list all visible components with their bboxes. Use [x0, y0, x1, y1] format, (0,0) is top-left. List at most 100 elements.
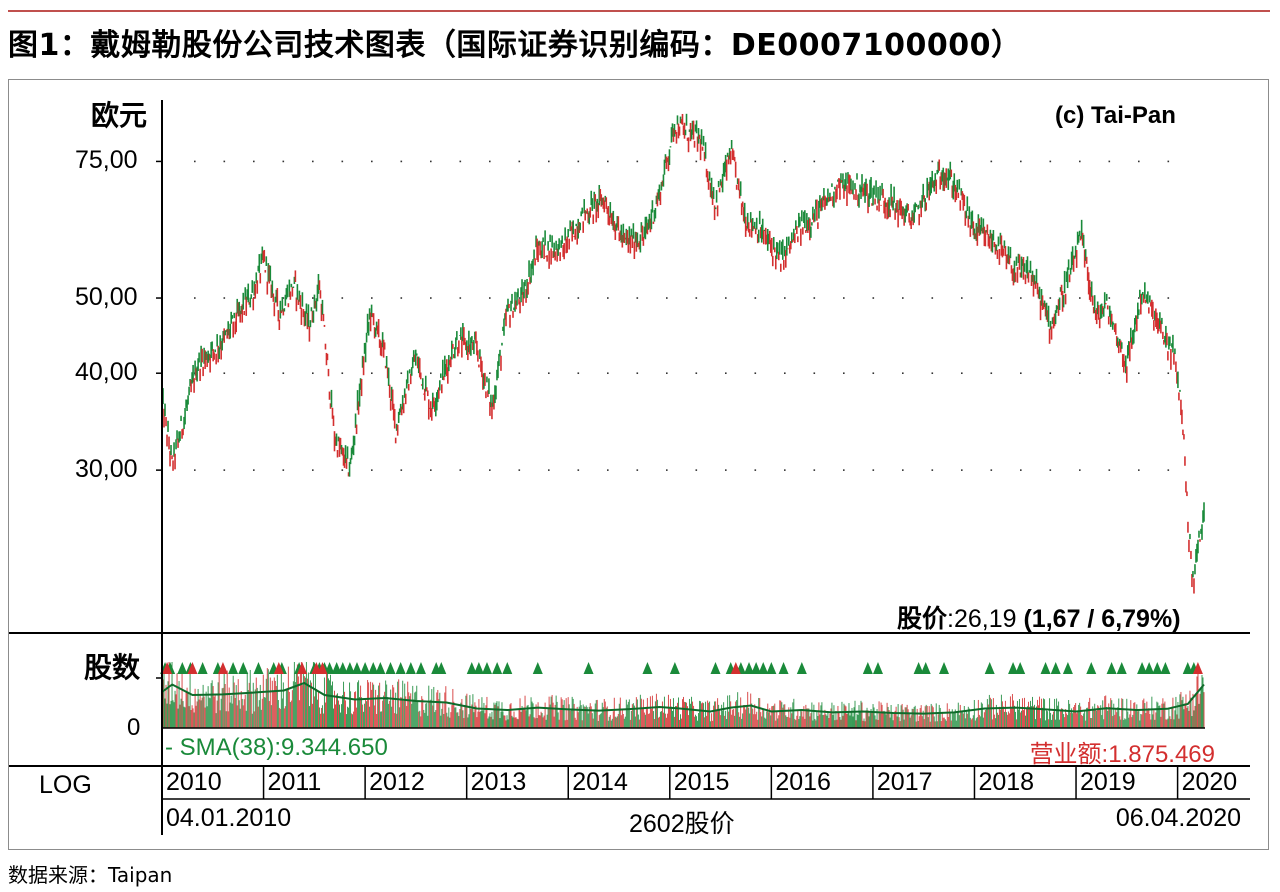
grid-dot — [607, 372, 609, 375]
buy-signal — [481, 662, 492, 674]
sma-line — [161, 681, 1205, 715]
year-label: 2011 — [267, 768, 322, 796]
grid-dot — [931, 160, 934, 163]
grid-dot — [636, 372, 639, 375]
buy-signal — [492, 662, 503, 674]
grid-dot — [784, 372, 786, 375]
grid-dot — [695, 372, 698, 375]
grid-dot — [341, 469, 344, 471]
grid-dot — [312, 297, 314, 299]
buy-signal — [1116, 662, 1127, 674]
chart-frame: 欧元 (c) Tai-Pan 75,00 50,00 40,00 30,00 股价:2… — [8, 79, 1269, 850]
year-label: 2020 — [1181, 768, 1238, 796]
grid-dot — [872, 372, 875, 375]
grid-dot — [1108, 297, 1111, 299]
buy-signal — [436, 662, 447, 674]
grid-dot — [784, 297, 786, 299]
grid-dot — [400, 297, 403, 299]
grid-dot — [371, 372, 373, 375]
grid-dot — [282, 469, 285, 471]
buy-signal — [766, 662, 777, 674]
buy-signal — [669, 662, 680, 674]
grid-dot — [577, 372, 580, 375]
instrument-label: 2602股价 — [629, 810, 735, 838]
grid-dot — [754, 160, 757, 163]
grid-dot — [636, 160, 639, 163]
grid-dot — [872, 297, 875, 299]
grid-dot — [1138, 469, 1140, 471]
buy-signal — [1008, 662, 1019, 674]
grid-dot — [902, 372, 904, 375]
buy-signal — [368, 662, 379, 674]
buy-signal — [1050, 662, 1061, 674]
grid-dot — [1079, 469, 1081, 471]
copyright-label: (c) Tai-Pan — [1055, 102, 1176, 129]
buy-signal — [1015, 662, 1026, 674]
grid-dot — [489, 160, 491, 163]
grid-dot — [1167, 297, 1170, 299]
grid-dot — [990, 160, 993, 163]
grid-dot — [223, 469, 226, 471]
grid-dot — [341, 297, 344, 299]
grid-dot — [459, 297, 462, 299]
buy-signal — [238, 662, 249, 674]
grid-dot — [518, 372, 521, 375]
grid-dot — [577, 160, 580, 163]
grid-dot — [813, 297, 816, 299]
grid-dot — [725, 469, 727, 471]
grid-dot — [312, 469, 314, 471]
grid-dot — [282, 160, 285, 163]
grid-dot — [1167, 469, 1170, 471]
log-scale-label: LOG — [39, 771, 92, 799]
buy-signal — [395, 662, 406, 674]
end-date: 06.04.2020 — [1115, 804, 1241, 832]
grid-dot — [253, 160, 255, 163]
year-label: 2012 — [369, 768, 425, 796]
sell-signal — [317, 662, 328, 674]
grid-dot — [548, 469, 550, 471]
sell-signal — [273, 662, 284, 674]
price-change: (1,67 / 6,79%) — [1023, 605, 1181, 633]
grid-dot — [754, 297, 757, 299]
buy-signal — [228, 662, 239, 674]
title-rule — [8, 10, 1270, 12]
grid-dot — [489, 469, 491, 471]
grid-dot — [194, 469, 196, 471]
turnover-label: 营业额:1.875.469 — [1029, 741, 1215, 768]
sma-label: - SMA(38):9.344.650 — [165, 734, 388, 761]
grid-dot — [990, 297, 993, 299]
grid-dot — [843, 469, 845, 471]
grid-dot — [754, 372, 757, 375]
figure-title: 图1：戴姆勒股份公司技术图表（国际证券识别编码：DE0007100000） — [8, 28, 1022, 63]
grid-dot — [961, 297, 963, 299]
buy-signal — [375, 662, 386, 674]
buy-signal — [473, 662, 484, 674]
year-label: 2019 — [1080, 768, 1136, 796]
grid-dot — [1108, 469, 1111, 471]
buy-signal — [758, 662, 769, 674]
grid-dot — [518, 469, 521, 471]
grid-dot — [902, 160, 904, 163]
buy-signal — [405, 662, 416, 674]
year-label: 2017 — [876, 768, 933, 796]
grid-dot — [430, 160, 432, 163]
grid-dot — [961, 469, 963, 471]
grid-dot — [489, 372, 491, 375]
grid-dot — [282, 372, 285, 375]
price-volume-chart — [9, 100, 1250, 835]
grid-dot — [1020, 297, 1022, 299]
buy-signal — [1144, 662, 1155, 674]
sell-signal — [730, 662, 741, 674]
signal-markers — [160, 662, 1203, 674]
grid-dot — [1020, 372, 1022, 375]
buy-signal — [642, 662, 653, 674]
grid-dot — [1138, 372, 1140, 375]
buy-signal — [351, 662, 362, 674]
grid-dot — [1108, 160, 1111, 163]
grid-dot — [1020, 469, 1022, 471]
source-note: 数据来源：Taipan — [8, 863, 173, 887]
buy-signal — [920, 662, 931, 674]
buy-signal — [324, 662, 335, 674]
grid-dot — [1079, 160, 1081, 163]
buy-signal — [253, 662, 264, 674]
